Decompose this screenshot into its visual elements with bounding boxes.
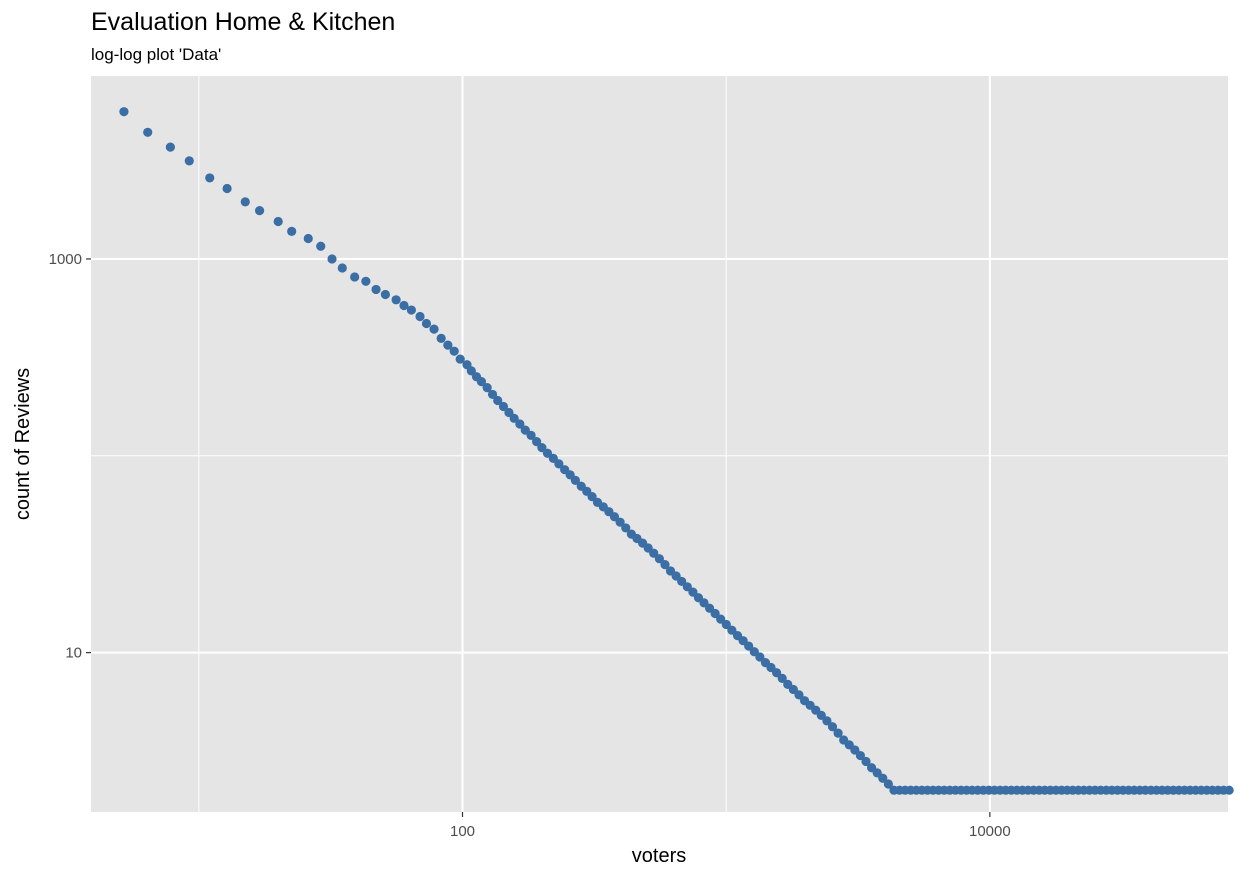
data-point	[222, 183, 232, 194]
data-point	[570, 475, 581, 485]
data-point	[615, 517, 625, 527]
chart-title: Evaluation Home & Kitchen	[91, 8, 396, 36]
data-point	[755, 652, 765, 662]
y-tick-label: 1000	[49, 251, 82, 268]
data-point	[143, 127, 153, 137]
data-point	[371, 284, 381, 295]
data-point	[794, 690, 804, 700]
data-point	[833, 728, 843, 738]
x-tick-label: 10000	[969, 823, 1011, 840]
data-point	[688, 587, 698, 597]
data-points	[119, 107, 1234, 795]
data-point	[287, 226, 297, 237]
data-point	[165, 142, 175, 152]
data-point	[476, 377, 487, 387]
chart-subtitle: log-log plot 'Data'	[91, 45, 222, 64]
data-point	[660, 560, 670, 570]
data-point	[350, 272, 360, 282]
data-point	[316, 241, 326, 251]
minor-gridlines	[91, 76, 1228, 812]
data-point	[621, 523, 631, 533]
data-point	[421, 318, 432, 329]
data-point	[554, 459, 564, 469]
x-axis-title: voters	[632, 845, 686, 867]
data-point	[526, 430, 536, 440]
data-point	[361, 276, 371, 286]
data-point	[455, 354, 465, 364]
data-point	[493, 395, 503, 406]
data-point	[436, 333, 446, 343]
data-point	[822, 716, 832, 726]
data-point	[827, 722, 838, 732]
data-point	[449, 346, 459, 356]
data-point	[406, 305, 416, 315]
data-point	[861, 756, 871, 767]
data-point	[654, 554, 664, 564]
data-point	[415, 311, 425, 322]
data-point	[537, 443, 547, 453]
data-point	[515, 419, 525, 429]
data-point	[883, 779, 893, 789]
data-point	[399, 300, 409, 311]
data-point	[391, 295, 401, 305]
data-point	[482, 383, 492, 393]
data-point	[1224, 785, 1234, 795]
data-point	[744, 641, 754, 651]
y-axis-title: count of Reviews	[12, 368, 34, 520]
data-point	[878, 773, 888, 783]
data-point	[721, 619, 731, 630]
data-point	[240, 197, 250, 207]
data-point	[498, 401, 509, 412]
data-point	[509, 413, 519, 423]
data-point	[380, 289, 390, 300]
data-point	[205, 173, 215, 183]
data-point	[327, 254, 337, 264]
data-point	[254, 206, 265, 216]
data-point	[532, 437, 542, 447]
data-point	[466, 366, 476, 376]
data-point	[649, 548, 659, 558]
data-point	[504, 407, 514, 418]
data-point	[184, 156, 194, 166]
data-point	[772, 668, 782, 678]
data-point	[119, 107, 129, 117]
data-point	[777, 673, 787, 683]
major-gridlines	[91, 76, 1228, 812]
data-point	[429, 324, 439, 334]
data-point	[273, 216, 283, 227]
data-point	[337, 263, 347, 273]
data-point	[855, 750, 866, 761]
plot-panel	[91, 76, 1228, 812]
data-point	[487, 389, 498, 400]
data-point	[587, 492, 597, 502]
data-point	[443, 340, 453, 350]
y-tick-label: 10	[65, 645, 82, 662]
data-point	[816, 710, 826, 720]
data-point	[303, 233, 313, 244]
x-tick-label: 100	[450, 823, 475, 840]
axis-ticks: 100 10000 10 1000	[49, 251, 1011, 840]
data-point	[710, 608, 720, 619]
